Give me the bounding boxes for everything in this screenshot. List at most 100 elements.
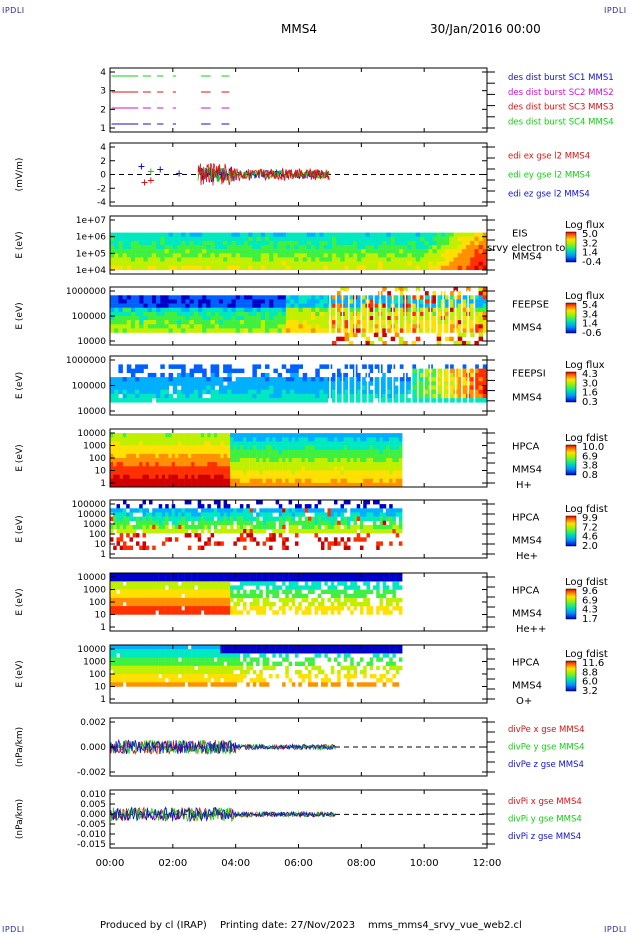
heatmap-cell [315, 450, 319, 454]
heatmap-cell [207, 450, 211, 454]
heatmap-cell [240, 369, 245, 374]
heatmap-cell [148, 398, 153, 403]
heatmap-cell [194, 446, 198, 450]
heatmap-cell [389, 479, 393, 483]
heatmap-cell [217, 504, 221, 508]
heatmap-cell [236, 233, 241, 237]
heatmap-cell [217, 521, 221, 525]
panel-des-dist-burst: 4321des dist burst SC1 MMS1des dist burs… [100, 68, 613, 134]
heatmap-cell [123, 512, 127, 516]
heatmap-cell [227, 585, 231, 589]
heatmap-cell [177, 394, 182, 399]
heatmap-cell [190, 266, 195, 270]
heatmap-cell [215, 324, 220, 328]
heatmap-cell [123, 320, 128, 324]
heatmap-cell [248, 386, 253, 391]
heatmap-cell [311, 381, 316, 386]
heatmap-cell [240, 390, 245, 395]
heatmap-cell [232, 324, 237, 328]
heatmap-cell [370, 517, 374, 521]
heatmap-cell [321, 546, 325, 550]
heatmap-cell [131, 386, 136, 391]
heatmap-cell [266, 537, 270, 541]
heatmap-cell [366, 245, 371, 249]
heatmap-cell [223, 257, 228, 261]
heatmap-cell [131, 390, 136, 395]
heatmap-cell [194, 577, 198, 581]
heatmap-cell [276, 573, 280, 577]
heatmap-cell [344, 517, 348, 521]
heatmap-cell [279, 454, 283, 458]
heatmap-cell [207, 458, 211, 462]
heatmap-cell [190, 308, 195, 312]
heatmap-cell [324, 394, 329, 399]
heatmap-cell [165, 479, 169, 483]
heatmap-cell [315, 381, 320, 386]
heatmap-cell [259, 512, 263, 516]
heatmap-cell [127, 266, 132, 270]
heatmap-cell [146, 462, 150, 466]
y-tick-label: 100 [89, 454, 106, 464]
heatmap-cell [407, 233, 412, 237]
heatmap-cell [374, 262, 379, 266]
heatmap-cell [324, 433, 328, 437]
heatmap-cell [127, 390, 132, 395]
heatmap-cell [294, 328, 299, 332]
heatmap-cell [373, 470, 377, 474]
heatmap-cell [305, 508, 309, 512]
heatmap-cell [165, 437, 169, 441]
heatmap-cell [341, 466, 345, 470]
heatmap-cell [290, 394, 295, 399]
heatmap-cell [269, 312, 274, 316]
heatmap-cell [389, 508, 393, 512]
heatmap-cell [399, 458, 403, 462]
heatmap-cell [392, 475, 396, 479]
heatmap-cell [135, 233, 140, 237]
heatmap-cell [307, 312, 312, 316]
heatmap-cell [117, 466, 121, 470]
heatmap-cell [172, 598, 176, 602]
heatmap-cell [253, 602, 256, 606]
heatmap-cell [445, 233, 450, 237]
heatmap-cell [214, 541, 218, 545]
heatmap-cell [257, 304, 262, 308]
heatmap-cell [130, 475, 134, 479]
heatmap-cell [441, 237, 446, 241]
heatmap-cell [159, 446, 163, 450]
heatmap-cell [156, 257, 161, 261]
heatmap-cell [292, 475, 296, 479]
heatmap-cell [345, 253, 350, 257]
heatmap-cell [391, 237, 396, 241]
heatmap-cell [227, 470, 231, 474]
heatmap-cell [441, 233, 446, 237]
heatmap-cell [152, 245, 157, 249]
heatmap-cell [232, 381, 237, 386]
heatmap-cell [207, 475, 211, 479]
heatmap-cell [214, 594, 218, 598]
heatmap-cell [265, 394, 270, 399]
heatmap-cell [265, 398, 270, 403]
heatmap-cell [266, 594, 270, 598]
heatmap-cell [290, 295, 295, 299]
heatmap-cell [243, 537, 247, 541]
heatmap-cell [367, 466, 371, 470]
heatmap-cell [169, 324, 174, 328]
heatmap-cell [194, 454, 198, 458]
heatmap-cell [220, 521, 224, 525]
heatmap-cell [117, 602, 121, 606]
heatmap-cell [159, 433, 163, 437]
heatmap-cell [311, 299, 316, 303]
heatmap-cell [143, 517, 147, 521]
heatmap-cell [250, 450, 254, 454]
heatmap-cell [282, 364, 287, 369]
heatmap-cell [123, 390, 128, 395]
heatmap-cell [259, 441, 263, 445]
heatmap-cell [437, 262, 442, 266]
heatmap-cell [177, 381, 182, 386]
heatmap-cell [175, 475, 179, 479]
heatmap-cell [298, 479, 302, 483]
heatmap-cell [257, 364, 262, 369]
heatmap-cell [169, 299, 174, 303]
heatmap-cell [319, 328, 324, 332]
heatmap-cell [131, 308, 136, 312]
